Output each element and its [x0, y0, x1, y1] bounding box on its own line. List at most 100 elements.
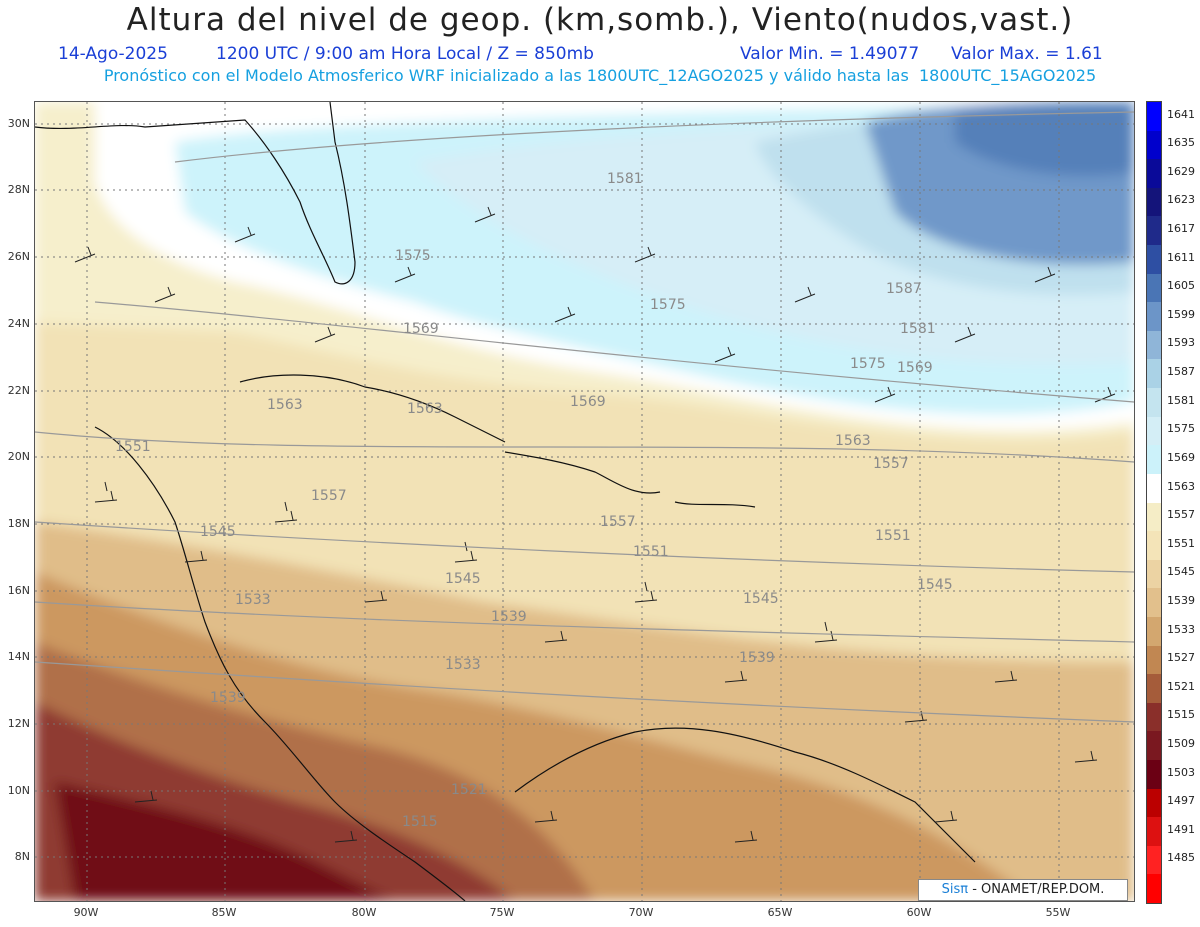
- contour-label: 1539: [210, 690, 246, 706]
- contour-label: 1575: [395, 248, 431, 264]
- lon-label: 90W: [73, 906, 99, 919]
- color-scale-segment: [1147, 216, 1161, 246]
- contour-label: 1587: [886, 281, 922, 297]
- color-scale-segment: [1147, 273, 1161, 303]
- color-scale-label: 1527: [1167, 651, 1195, 665]
- color-scale-segment: [1147, 817, 1161, 847]
- lat-label: 22N: [7, 384, 30, 397]
- color-scale-label: 1623: [1167, 193, 1195, 207]
- contour-label: 1515: [402, 814, 438, 830]
- contour-label: 1539: [491, 609, 527, 625]
- color-scale-label: 1605: [1167, 279, 1195, 293]
- contour-label: 1551: [633, 544, 669, 560]
- color-scale-segment: [1147, 330, 1161, 360]
- contour-label: 1545: [917, 577, 953, 593]
- lat-label: 12N: [7, 717, 30, 730]
- geopotential-map: 1581 1575 1575 1569 1587 1581 1575 1569 …: [34, 101, 1135, 902]
- color-scale-segment: [1147, 502, 1161, 532]
- color-scale-segment: [1147, 559, 1161, 589]
- color-scale-label: 1491: [1167, 822, 1195, 836]
- color-scale-label: 1521: [1167, 679, 1195, 693]
- lat-label: 26N: [7, 250, 30, 263]
- contour-label: 1569: [403, 321, 439, 337]
- min-value: Valor Min. = 1.49077: [740, 44, 920, 64]
- contour-label: 1575: [850, 356, 886, 372]
- forecast-date: 14-Ago-2025: [58, 44, 168, 64]
- forecast-time: 1200 UTC / 9:00 am Hora Local / Z = 850m…: [216, 44, 594, 64]
- color-scale-label: 1581: [1167, 393, 1195, 407]
- lon-label: 85W: [211, 906, 237, 919]
- color-scale-segment: [1147, 159, 1161, 189]
- color-scale-label: 1569: [1167, 450, 1195, 464]
- color-scale-label: 1545: [1167, 565, 1195, 579]
- color-scale-segment: [1147, 874, 1161, 903]
- color-scale-label: 1551: [1167, 536, 1195, 550]
- color-scale-label: 1563: [1167, 479, 1195, 493]
- color-scale-label: 1575: [1167, 422, 1195, 436]
- color-scale-label: 1629: [1167, 164, 1195, 178]
- lat-label: 16N: [7, 584, 30, 597]
- contour-label: 1533: [235, 592, 271, 608]
- contour-label: 1551: [875, 528, 911, 544]
- lon-label: 80W: [351, 906, 377, 919]
- map-canvas: 1581 1575 1575 1569 1587 1581 1575 1569 …: [35, 102, 1134, 901]
- color-scale-segment: [1147, 302, 1161, 332]
- lon-label: 60W: [906, 906, 932, 919]
- color-scale-label: 1641: [1167, 107, 1195, 121]
- color-scale-segment: [1147, 445, 1161, 475]
- contour-label: 1563: [407, 401, 443, 417]
- color-scale-segment: [1147, 759, 1161, 790]
- color-scale-segment: [1147, 187, 1161, 217]
- color-scale-label: 1557: [1167, 508, 1195, 522]
- color-scale-segment: [1147, 102, 1161, 132]
- color-scale-segment: [1147, 130, 1161, 160]
- lat-label: 8N: [14, 850, 30, 863]
- contour-label: 1545: [200, 524, 236, 540]
- color-scale-segment: [1147, 531, 1161, 561]
- color-scale-segment: [1147, 388, 1161, 418]
- contour-label: 1539: [739, 650, 775, 666]
- color-scale-label: 1587: [1167, 365, 1195, 379]
- lon-label: 55W: [1045, 906, 1071, 919]
- contour-label: 1557: [311, 488, 347, 504]
- color-scale-segment: [1147, 616, 1161, 647]
- color-scale-label: 1485: [1167, 851, 1195, 865]
- color-scale-segment: [1147, 473, 1161, 503]
- color-scale-segment: [1147, 731, 1161, 761]
- credit-text: - ONAMET/REP.DOM.: [968, 882, 1105, 897]
- lon-label: 75W: [489, 906, 515, 919]
- color-scale-segment: [1147, 645, 1161, 675]
- contour-label: 1581: [607, 171, 643, 187]
- contour-label: 1557: [873, 456, 909, 472]
- contour-label: 1575: [650, 297, 686, 313]
- lat-label: 18N: [7, 517, 30, 530]
- contour-label: 1521: [451, 782, 487, 798]
- sispi-logo: Sisπ: [941, 882, 969, 897]
- color-scale-label: 1509: [1167, 736, 1195, 750]
- color-scale-label: 1515: [1167, 708, 1195, 722]
- lon-label: 65W: [767, 906, 793, 919]
- color-scale-segment: [1147, 416, 1161, 446]
- color-scale-segment: [1147, 588, 1161, 618]
- lon-label: 70W: [628, 906, 654, 919]
- lat-label: 20N: [7, 450, 30, 463]
- color-scale-segment: [1147, 674, 1161, 704]
- color-scale-label: 1593: [1167, 336, 1195, 350]
- color-scale-segment: [1147, 845, 1161, 875]
- contour-label: 1563: [267, 397, 303, 413]
- color-scale-segment: [1147, 788, 1161, 818]
- contour-label: 1533: [445, 657, 481, 673]
- color-scale-label: 1611: [1167, 250, 1195, 264]
- map-title: Altura del nivel de geop. (km,somb.), Vi…: [126, 2, 1074, 38]
- contour-label: 1545: [445, 571, 481, 587]
- contour-label: 1551: [115, 439, 151, 455]
- color-scale-label: 1533: [1167, 622, 1195, 636]
- color-scale-label: 1497: [1167, 794, 1195, 808]
- contour-label: 1563: [835, 433, 871, 449]
- color-scale-label: 1503: [1167, 765, 1195, 779]
- contour-label: 1569: [897, 360, 933, 376]
- color-scale-label: 1539: [1167, 593, 1195, 607]
- color-scale-segment: [1147, 702, 1161, 732]
- color-scale-label: 1635: [1167, 136, 1195, 150]
- lat-label: 24N: [7, 317, 30, 330]
